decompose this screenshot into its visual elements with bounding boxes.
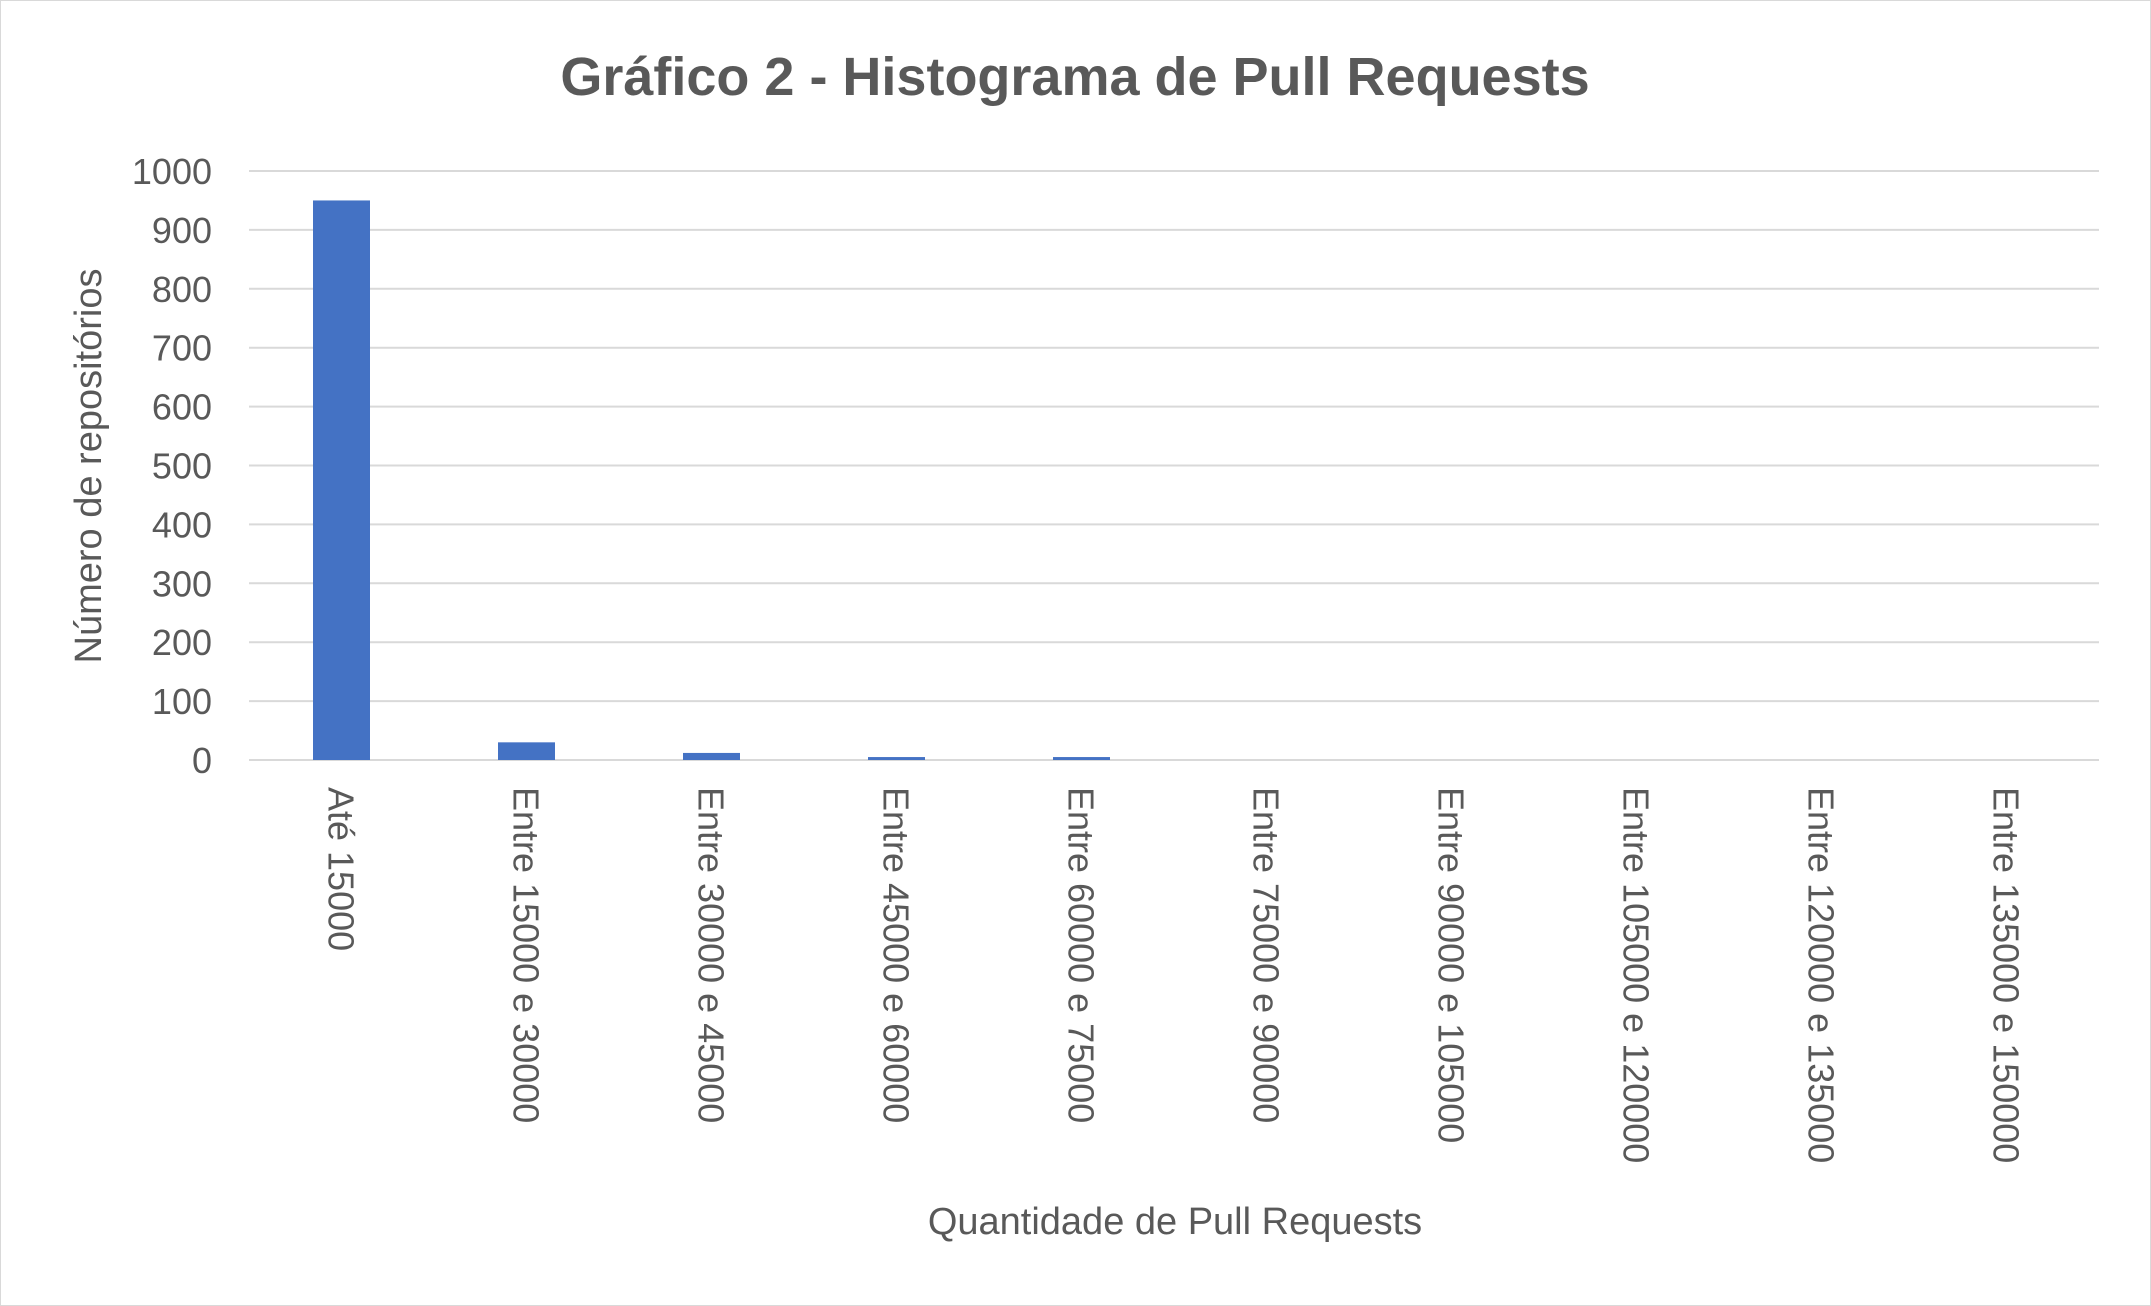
bar-1 — [313, 200, 370, 760]
gridlines — [249, 170, 2099, 761]
x-axis-category-labels: Até 15000 Entre 15000 e 30000 Entre 30000 … — [321, 787, 2027, 1163]
bar-4 — [868, 757, 925, 760]
x-category-label: Entre 30000 e 45000 — [691, 787, 732, 1123]
x-category-label: Entre 60000 e 75000 — [1061, 787, 1102, 1123]
x-category-label: Entre 15000 e 30000 — [506, 787, 547, 1123]
bar-3 — [683, 752, 740, 760]
y-tick-label: 0 — [192, 740, 212, 781]
y-tick-label: 100 — [152, 681, 212, 722]
x-category-label: Entre 75000 e 90000 — [1246, 787, 1287, 1123]
y-axis-title: Número de repositórios — [68, 269, 110, 664]
y-tick-label: 1000 — [132, 151, 212, 192]
y-tick-label: 200 — [152, 622, 212, 663]
y-axis-tick-labels: 0 100 200 300 400 500 600 700 800 900 1000 — [132, 151, 212, 781]
y-tick-label: 300 — [152, 563, 212, 604]
y-tick-label: 600 — [152, 387, 212, 428]
y-tick-label: 700 — [152, 328, 212, 369]
x-category-label: Entre 90000 e 105000 — [1431, 787, 1472, 1143]
x-category-label: Até 15000 — [321, 787, 362, 951]
x-category-label: Entre 105000 e 120000 — [1616, 787, 1657, 1163]
y-tick-label: 400 — [152, 504, 212, 545]
x-category-label: Entre 120000 e 135000 — [1801, 787, 1842, 1163]
y-tick-label: 800 — [152, 269, 212, 310]
y-tick-label: 500 — [152, 446, 212, 487]
y-tick-label: 900 — [152, 210, 212, 251]
bars — [313, 200, 1110, 760]
bar-2 — [498, 742, 555, 760]
bar-5 — [1053, 757, 1110, 760]
x-category-label: Entre 45000 e 60000 — [876, 787, 917, 1123]
x-axis-title: Quantidade de Pull Requests — [928, 1201, 1422, 1243]
x-category-label: Entre 135000 e 150000 — [1986, 787, 2027, 1163]
chart-title: Gráfico 2 - Histograma de Pull Requests — [560, 47, 1589, 107]
